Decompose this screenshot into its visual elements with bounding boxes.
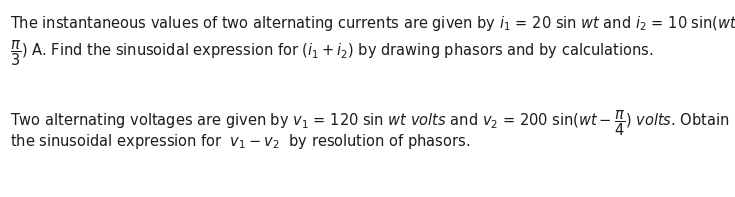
Text: the sinusoidal expression for  $v_1 - v_2$  by resolution of phasors.: the sinusoidal expression for $v_1 - v_2… xyxy=(10,132,470,151)
Text: Two alternating voltages are given by $v_1$ = 120 sin $wt$ $\mathit{volts}$ and : Two alternating voltages are given by $v… xyxy=(10,108,730,138)
Text: $\dfrac{\pi}{3}$) A. Find the sinusoidal expression for $(i_1 + i_2)$ by drawing: $\dfrac{\pi}{3}$) A. Find the sinusoidal… xyxy=(10,38,653,68)
Text: The instantaneous values of two alternating currents are given by $i_1$ = 20 sin: The instantaneous values of two alternat… xyxy=(10,14,735,33)
